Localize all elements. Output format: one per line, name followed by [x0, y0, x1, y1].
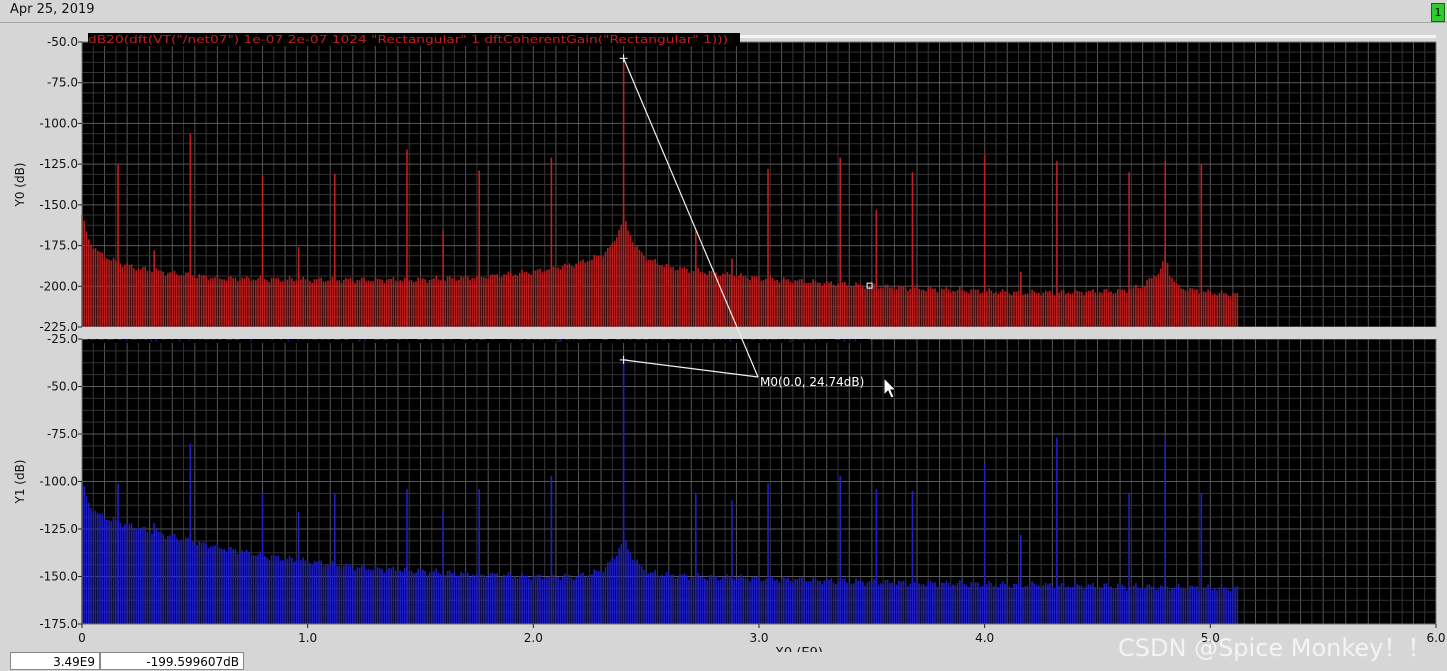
- x-tick-label: 4.0: [975, 631, 994, 645]
- marker-leader-line: [623, 359, 759, 378]
- marker-label: M0(0.0, 24.74dB): [760, 375, 864, 389]
- waveform-plots[interactable]: -50.0 -75.0 -100.0 -125.0 -150.0 -175.0 -200.0…: [0, 0, 1447, 652]
- panel-separator: [82, 327, 1436, 339]
- watermark: CSDN @Spice Monkey！！: [1118, 634, 1432, 662]
- trace-expression: dB20(dft(VT("/net07") 1e-07 2e-07 1024 "…: [88, 33, 728, 46]
- y-tick-label: -25.0: [47, 332, 78, 346]
- y-tick-label: -125.0: [39, 522, 78, 536]
- top-bar: Apr 25, 2019 1: [0, 0, 1447, 23]
- y-tick-label: -125.0: [39, 157, 78, 171]
- y-axis-label: Y0 (dB): [13, 163, 27, 208]
- y-tick-label: -100.0: [39, 475, 78, 489]
- plot-panel-0: [78, 33, 1437, 328]
- y-tick-label: -100.0: [39, 116, 78, 130]
- marker-point: [866, 282, 873, 289]
- date-label: Apr 25, 2019: [10, 2, 95, 17]
- x-tick-label: 6.0: [1426, 631, 1445, 645]
- trace-title-bg: [88, 33, 740, 46]
- y-tick-label: -200.0: [39, 279, 78, 293]
- cursor-y-readout: -199.599607dB: [100, 652, 244, 670]
- x-axis-label: X0 (E9): [775, 646, 823, 652]
- x-tick-label: 3.0: [749, 631, 768, 645]
- x-tick-label: 1.0: [298, 631, 317, 645]
- y-tick-label: -50.0: [47, 380, 78, 394]
- plot-panel-1: [78, 330, 1437, 625]
- y-tick-label: -150.0: [39, 570, 78, 584]
- y-tick-label: -225.0: [39, 320, 78, 334]
- y-tick-label: -75.0: [47, 427, 78, 441]
- subwindow-badge[interactable]: 1: [1431, 3, 1445, 22]
- trace-title-rule: [740, 35, 1436, 38]
- x-tick-label: 2.0: [524, 631, 543, 645]
- y-tick-label: -50.0: [47, 35, 78, 49]
- y-tick-label: -175.0: [39, 239, 78, 253]
- cursor-x-readout: 3.49E9: [10, 652, 100, 670]
- y-tick-label: -150.0: [39, 198, 78, 212]
- y-tick-label: -75.0: [47, 76, 78, 90]
- x-tick-label: 5.0: [1201, 631, 1220, 645]
- y-tick-label: -175.0: [39, 617, 78, 631]
- x-tick-label: 0: [78, 631, 86, 645]
- marker-leader-line: [623, 58, 759, 378]
- y-axis-label: Y1 (dB): [13, 460, 27, 505]
- mouse-pointer-icon: [883, 376, 898, 399]
